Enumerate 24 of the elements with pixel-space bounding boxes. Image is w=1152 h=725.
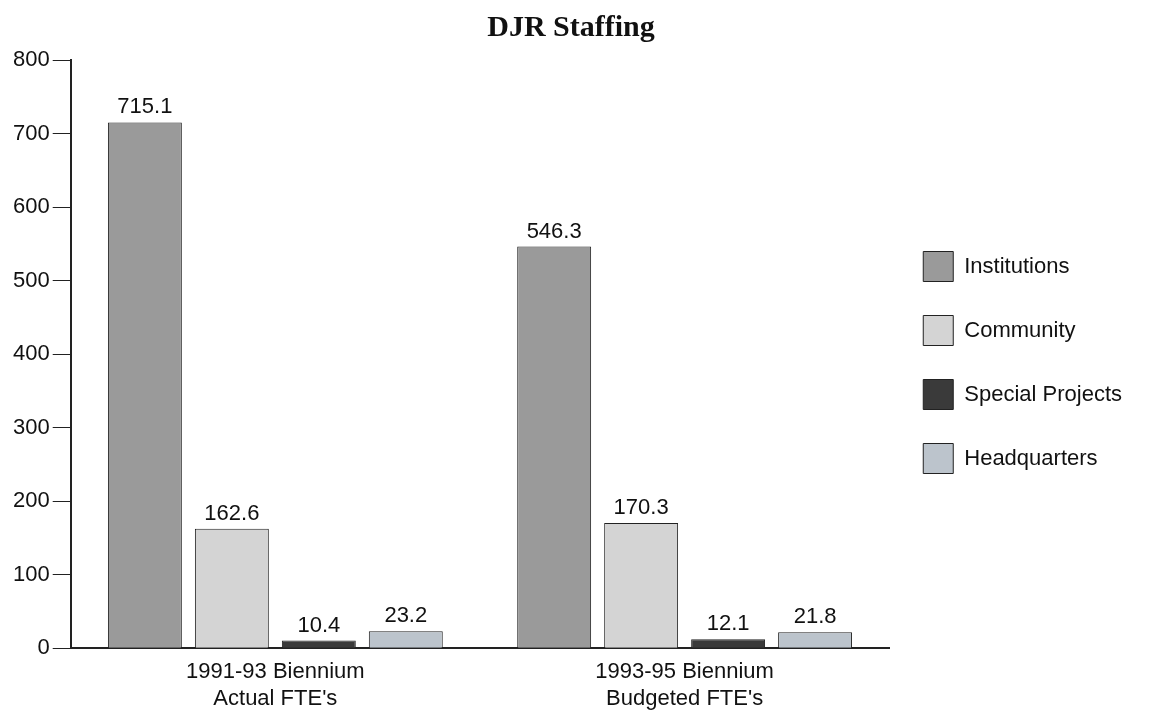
y-tick-label: 700	[12, 119, 50, 145]
data-label: 12.1	[706, 610, 750, 636]
chart-title: DJR Staffing	[487, 8, 655, 42]
y-tick-label: 600	[12, 193, 50, 219]
data-label: 546.3	[526, 217, 582, 243]
y-tick-label: 100	[12, 560, 50, 586]
data-label: 170.3	[613, 494, 669, 520]
data-label: 715.1	[117, 93, 173, 119]
y-tick-label: 500	[12, 266, 50, 292]
legend-label: Community	[964, 316, 1076, 342]
legend-label: Special Projects	[964, 380, 1123, 406]
y-tick-label: 300	[12, 413, 50, 439]
y-tick-label: 800	[12, 46, 50, 72]
data-label: 21.8	[793, 603, 837, 629]
x-tick-label: 1993-95 Biennium Budgeted FTE's	[595, 658, 774, 710]
y-tick-label: 400	[12, 340, 50, 366]
legend-label: Institutions	[964, 252, 1070, 278]
y-tick-label: 200	[12, 487, 50, 513]
data-label: 23.2	[384, 602, 428, 628]
legend-label: Headquarters	[964, 444, 1098, 470]
data-label: 10.4	[297, 611, 341, 637]
data-label: 162.6	[204, 499, 260, 525]
y-tick-label: 0	[37, 634, 50, 660]
x-tick-label: 1991-93 Biennium Actual FTE's	[186, 658, 365, 710]
